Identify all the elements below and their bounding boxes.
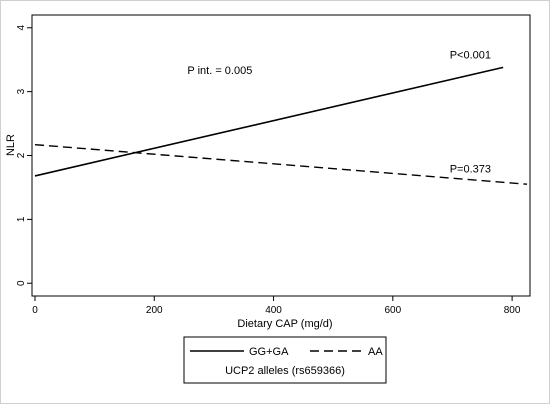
- legend-label-gg-ga: GG+GA: [249, 346, 289, 358]
- y-tick-label: 3: [16, 88, 27, 94]
- legend-title: UCP2 alleles (rs659366): [225, 365, 345, 377]
- legend-box: [183, 336, 387, 384]
- x-axis: 0 200 400 600 800: [32, 296, 521, 316]
- legend: GG+GA AA UCP2 alleles (rs659366): [183, 336, 387, 384]
- series-layer: [34, 66, 528, 185]
- y-tick-label: 0: [16, 280, 27, 286]
- aa-p-value: P=0.373: [450, 164, 491, 176]
- x-tick-label: 0: [32, 305, 38, 316]
- y-axis: 0 1 2 3 4: [16, 25, 32, 286]
- interaction-p-value: P int. = 0.005: [187, 65, 252, 77]
- plot-area: [31, 14, 531, 297]
- annotations: P int. = 0.005 P<0.001 P=0.373: [187, 49, 491, 175]
- series-line-aa: [34, 143, 528, 185]
- x-tick-label: 800: [504, 305, 521, 316]
- x-tick-label: 600: [384, 305, 401, 316]
- y-tick-label: 1: [16, 216, 27, 222]
- y-tick-label: 4: [16, 25, 27, 31]
- y-axis-label: NLR: [5, 134, 17, 156]
- legend-label-aa: AA: [368, 346, 383, 358]
- x-axis-label: Dietary CAP (mg/d): [237, 318, 332, 330]
- x-tick-label: 400: [265, 305, 282, 316]
- x-tick-label: 200: [146, 305, 163, 316]
- y-tick-label: 2: [16, 152, 27, 158]
- series-line-gg-ga: [34, 66, 504, 177]
- gg-ga-p-value: P<0.001: [450, 49, 491, 61]
